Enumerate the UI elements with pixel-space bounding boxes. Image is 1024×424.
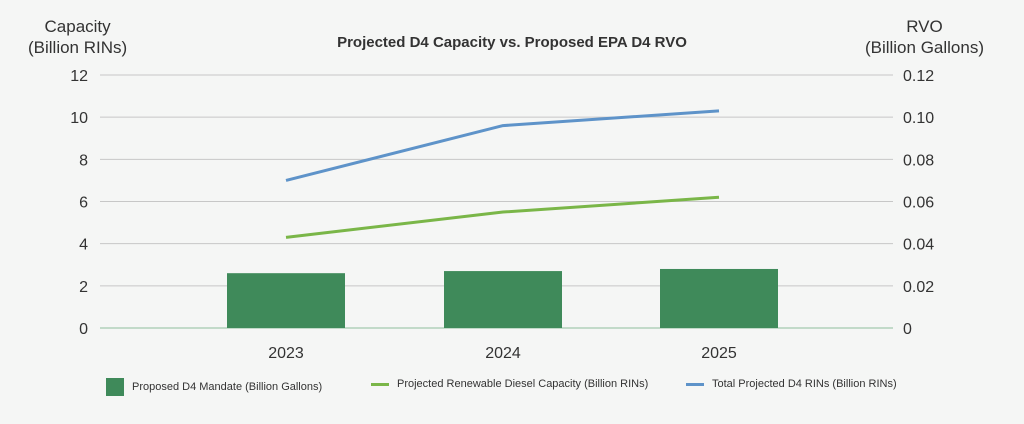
right-axis-title-line1: RVO [906,17,943,36]
right-tick-label: 0.08 [903,152,934,169]
left-tick-label: 8 [79,152,88,169]
right-tick-label: 0 [903,321,912,338]
legend-item-renewable-diesel[interactable]: Projected Renewable Diesel Capacity (Bil… [371,378,648,390]
legend: Proposed D4 Mandate (Billion Gallons) Pr… [0,378,1024,402]
legend-swatch-renewable-diesel [371,382,389,386]
right-axis-title-line2: (Billion Gallons) [864,38,984,57]
chart-title: Projected D4 Capacity vs. Proposed EPA D… [337,34,687,51]
legend-label-renewable-diesel: Projected Renewable Diesel Capacity (Bil… [397,378,649,390]
left-tick-label: 12 [70,68,88,85]
line-renewable-diesel [285,195,720,239]
bar-mandate [444,271,562,328]
legend-label-total-d4: Total Projected D4 RINs (Billion RINs) [712,378,897,390]
bar-mandate [660,268,778,328]
left-tick-label: 0 [79,321,88,338]
right-tick-label: 0.06 [903,195,934,212]
left-axis-title: Capacity (Billion RINs) [28,16,127,58]
left-tick-label: 4 [79,237,88,254]
legend-item-total-d4[interactable]: Total Projected D4 RINs (Billion RINs) [686,378,897,390]
left-axis-title-line2: (Billion RINs) [28,38,128,57]
left-axis-title-line1: Capacity [44,17,111,36]
x-tick-label: 2024 [485,345,521,362]
line-total-d4 [285,109,720,182]
x-tick-label: 2025 [701,345,737,362]
right-tick-label: 0.12 [903,68,934,85]
right-tick-label: 0.10 [903,110,934,127]
bar-mandate [227,273,345,328]
left-tick-label: 2 [79,279,88,296]
legend-swatch-mandate [106,378,124,396]
legend-item-mandate[interactable]: Proposed D4 Mandate (Billion Gallons) [106,378,322,396]
left-tick-label: 10 [70,110,88,127]
x-tick-label: 2023 [268,345,304,362]
right-tick-label: 0.04 [903,237,934,254]
right-tick-label: 0.02 [903,279,934,296]
left-tick-label: 6 [79,195,88,212]
right-axis-title: RVO (Billion Gallons) [865,16,984,58]
legend-swatch-total-d4 [686,382,704,386]
legend-label-mandate: Proposed D4 Mandate (Billion Gallons) [132,381,323,393]
